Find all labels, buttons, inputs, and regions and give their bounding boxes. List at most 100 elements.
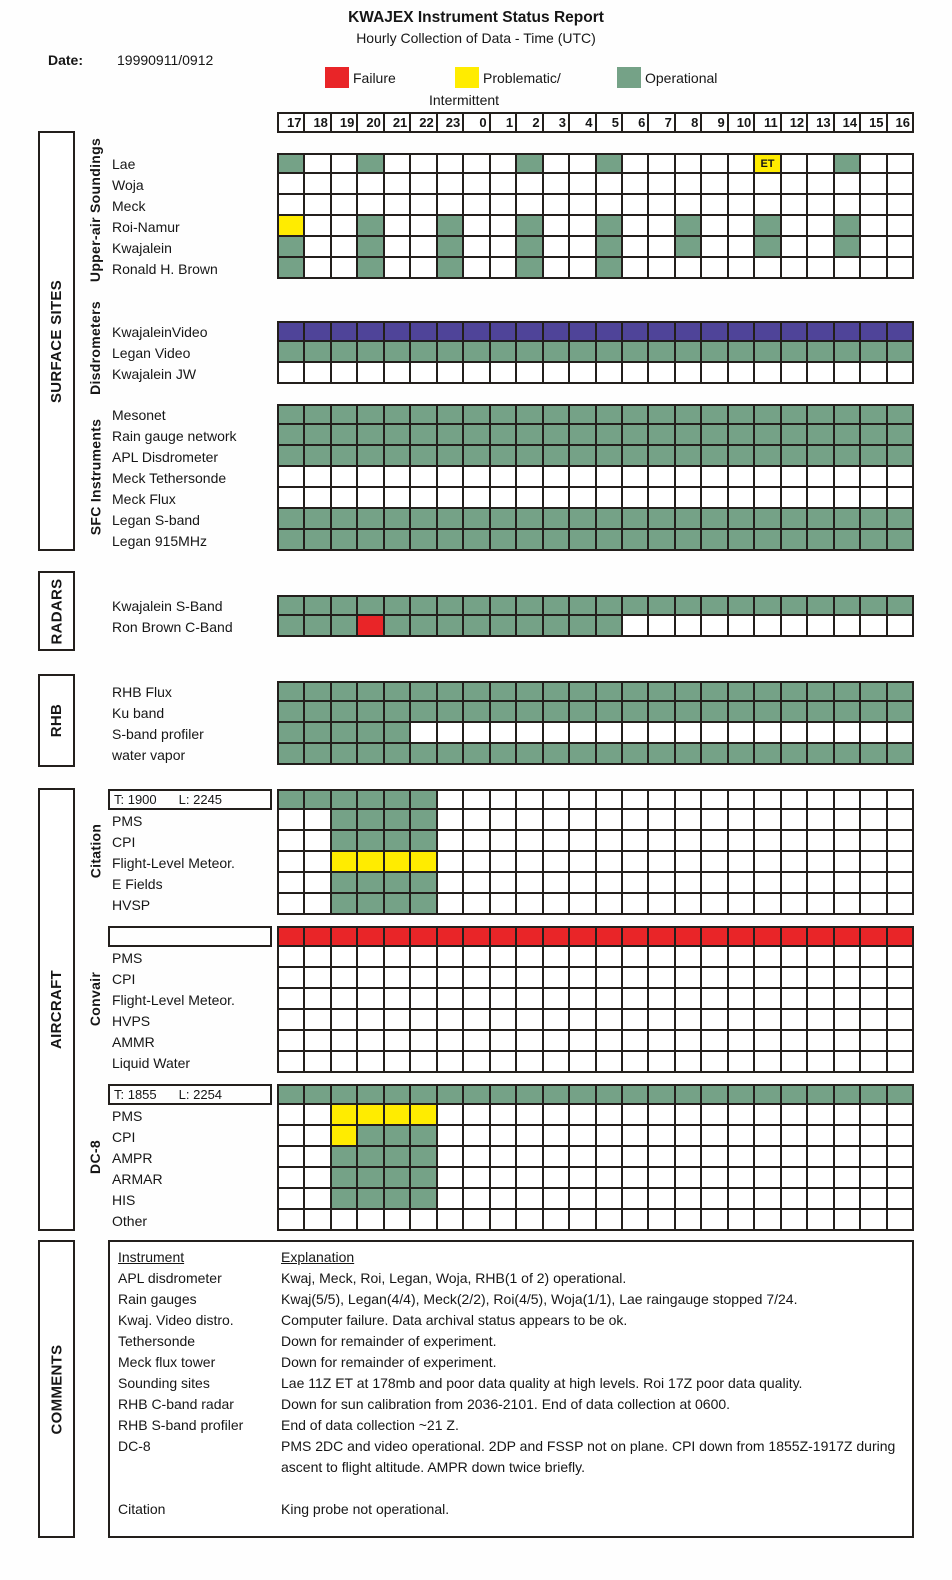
status-cell	[808, 446, 835, 467]
status-cell	[622, 1210, 650, 1231]
status-cell	[887, 509, 914, 530]
status-cell	[887, 216, 914, 237]
status-cell	[411, 488, 438, 509]
status-cell	[570, 723, 597, 744]
status-cell	[675, 1010, 703, 1031]
flight-times-box	[108, 926, 272, 947]
instrument-label: Liquid Water	[112, 1054, 191, 1071]
hour-label: 16	[887, 112, 914, 133]
status-cell	[781, 216, 809, 237]
status-cells-row	[277, 216, 914, 237]
status-cell	[411, 530, 438, 551]
status-cell	[331, 1031, 359, 1052]
status-cell	[358, 1126, 385, 1147]
hour-label: 21	[384, 112, 412, 133]
status-cell	[781, 968, 809, 989]
status-cell	[781, 363, 809, 384]
status-cell	[543, 852, 571, 873]
status-cell	[331, 1189, 359, 1210]
status-cell	[781, 530, 809, 551]
instrument-label: Meck Tethersonde	[112, 469, 227, 486]
rhb-label: RHB	[48, 703, 65, 738]
status-cell	[702, 530, 729, 551]
status-cell	[861, 681, 888, 702]
status-cell	[279, 467, 306, 488]
status-cell	[411, 425, 438, 446]
status-cell	[861, 702, 888, 723]
status-cell	[490, 723, 518, 744]
status-cell	[279, 1189, 306, 1210]
status-cell	[543, 723, 571, 744]
status-cell	[305, 174, 332, 195]
status-cell	[411, 789, 438, 810]
status-cell	[279, 702, 306, 723]
status-grid-row: E Fields	[108, 873, 914, 894]
status-cell	[464, 258, 491, 279]
status-cell	[331, 1105, 359, 1126]
status-cell	[675, 363, 703, 384]
subsection-sfc-instruments: SFC Instruments	[87, 418, 104, 535]
status-cell	[675, 1126, 703, 1147]
status-cell	[305, 530, 332, 551]
status-cell	[808, 153, 835, 174]
status-cell	[861, 873, 888, 894]
status-cell	[861, 810, 888, 831]
status-cell	[464, 1084, 491, 1105]
status-cell	[808, 1010, 835, 1031]
status-cell	[464, 1189, 491, 1210]
status-cell	[331, 342, 359, 363]
status-cell	[596, 363, 623, 384]
status-cell	[887, 237, 914, 258]
status-cell	[331, 509, 359, 530]
comments-col2-header: Explanation	[281, 1249, 355, 1265]
status-cell	[834, 968, 862, 989]
status-cell	[781, 947, 809, 968]
status-cell	[517, 216, 544, 237]
status-cell	[411, 595, 438, 616]
status-cell	[384, 723, 412, 744]
comment-explanation: Kwaj(5/5), Legan(4/4), Meck(2/2), Roi(4/…	[281, 1291, 798, 1307]
status-cell	[728, 425, 756, 446]
status-cell	[675, 258, 703, 279]
status-cell	[887, 425, 914, 446]
status-cell	[755, 258, 782, 279]
status-cell	[437, 595, 465, 616]
comment-explanation: Down for sun calibration from 2036-2101.…	[281, 1396, 731, 1412]
status-cell	[384, 968, 412, 989]
status-cell	[861, 258, 888, 279]
status-cell	[490, 216, 518, 237]
status-cell	[808, 530, 835, 551]
status-cell	[861, 968, 888, 989]
status-cell	[490, 1052, 518, 1073]
status-cell	[464, 1010, 491, 1031]
status-cell	[437, 237, 465, 258]
instrument-label: APL Disdrometer	[112, 448, 219, 465]
status-cell	[887, 894, 914, 915]
status-cell	[755, 342, 782, 363]
status-cell	[755, 488, 782, 509]
status-cell	[808, 873, 835, 894]
status-cell	[331, 595, 359, 616]
status-cell	[728, 926, 756, 947]
comment-explanation: End of data collection ~21 Z.	[281, 1417, 459, 1433]
section-radars: RADARS	[38, 571, 75, 651]
status-cell	[437, 1189, 465, 1210]
status-cell	[358, 968, 385, 989]
status-cell	[755, 237, 782, 258]
instrument-label: Ron Brown C-Band	[112, 618, 233, 635]
status-cell	[861, 723, 888, 744]
status-cell	[596, 174, 623, 195]
status-cell	[279, 195, 306, 216]
status-cell	[728, 831, 756, 852]
subsection-upper-air: Upper-air Soundings	[87, 137, 103, 283]
status-grid-row: CPI	[108, 831, 914, 852]
instrument-label: AMPR	[112, 1149, 153, 1166]
status-cell	[437, 1084, 465, 1105]
status-cell	[781, 404, 809, 425]
status-cell	[331, 926, 359, 947]
status-cell	[702, 681, 729, 702]
status-cells-row	[277, 852, 914, 873]
status-cell	[649, 195, 676, 216]
status-cell	[755, 1084, 782, 1105]
problematic-label-line1: Problematic/	[483, 70, 561, 86]
